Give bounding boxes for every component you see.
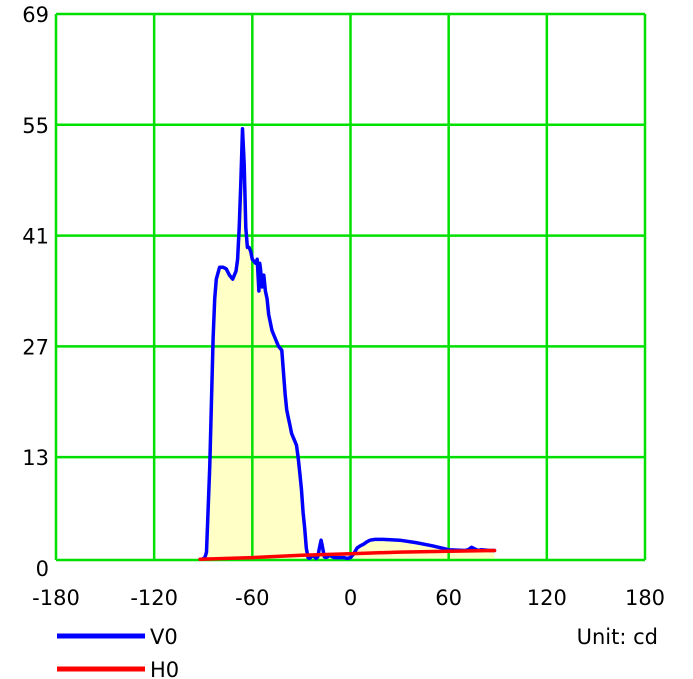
series-lines bbox=[198, 126, 497, 561]
grid bbox=[54, 12, 647, 562]
x-tick-label: -60 bbox=[235, 586, 269, 610]
x-axis-ticks: -180 -120 -60 0 60 120 180 bbox=[32, 586, 665, 610]
y-tick-label: 0 bbox=[36, 557, 49, 581]
unit-label: Unit: cd bbox=[577, 625, 658, 649]
x-tick-label: 60 bbox=[435, 586, 462, 610]
x-tick-label: -180 bbox=[32, 586, 80, 610]
y-tick-label: 41 bbox=[22, 225, 49, 249]
plot-area bbox=[54, 12, 647, 562]
y-axis-ticks: 0 13 27 41 55 69 bbox=[22, 3, 49, 581]
x-tick-label: 120 bbox=[527, 586, 567, 610]
y-tick-label: 55 bbox=[22, 114, 49, 138]
x-tick-label: 0 bbox=[344, 586, 357, 610]
legend-label-v0: V0 bbox=[150, 625, 178, 649]
y-tick-label: 13 bbox=[22, 446, 49, 470]
y-tick-label: 27 bbox=[22, 335, 49, 359]
series-line-v0 bbox=[201, 126, 497, 561]
v0-fill-area bbox=[203, 128, 495, 560]
legend: V0 H0 bbox=[57, 625, 179, 679]
legend-label-h0: H0 bbox=[150, 658, 179, 679]
y-tick-label: 69 bbox=[22, 3, 49, 27]
x-tick-label: 180 bbox=[625, 586, 665, 610]
x-tick-label: -120 bbox=[130, 586, 178, 610]
series-line-h0 bbox=[198, 548, 497, 561]
